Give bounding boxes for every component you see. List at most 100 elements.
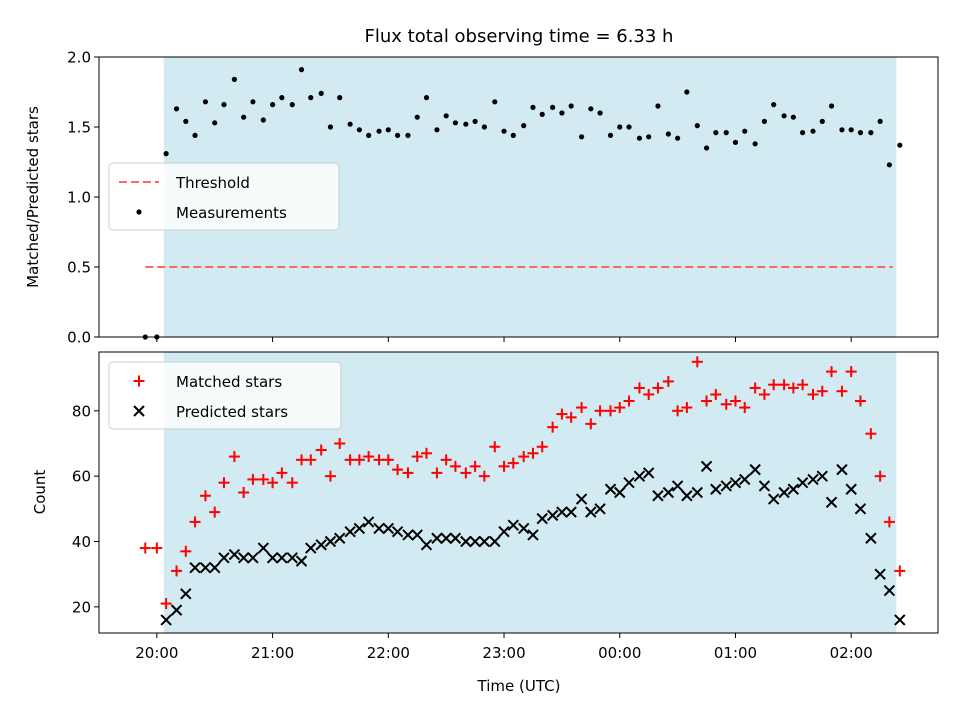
measurement-point bbox=[394, 132, 401, 138]
matched-star-point bbox=[238, 487, 250, 498]
matched-star-point bbox=[139, 542, 151, 554]
predicted-star-point bbox=[518, 522, 530, 535]
predicted-star-point bbox=[431, 532, 443, 544]
predicted-star-point bbox=[305, 542, 317, 554]
matched-star-point bbox=[440, 454, 452, 466]
matched-star-point bbox=[845, 366, 857, 378]
matched-star-point bbox=[536, 441, 548, 453]
matched-star-point bbox=[449, 460, 461, 472]
measurement-point bbox=[655, 103, 661, 109]
y-tick-label: 1.0 bbox=[67, 189, 91, 207]
predicted-star-point bbox=[874, 568, 886, 580]
predicted-star-point bbox=[604, 483, 617, 495]
measurement-point bbox=[510, 132, 516, 138]
measurement-point bbox=[868, 130, 874, 136]
predicted-star-point bbox=[333, 532, 346, 544]
measurement-point bbox=[790, 114, 796, 120]
measurement-point bbox=[405, 132, 411, 138]
measurement-point bbox=[472, 118, 478, 124]
matched-star-point bbox=[826, 366, 838, 378]
measurement-point bbox=[366, 132, 372, 138]
matched-star-point bbox=[344, 454, 356, 466]
x-tick-label: 22:00 bbox=[367, 644, 410, 662]
predicted-star-point bbox=[662, 486, 675, 499]
matched-star-point bbox=[807, 388, 819, 400]
measurement-point bbox=[356, 127, 362, 133]
y-tick-label: 2.0 bbox=[67, 49, 91, 67]
predicted-star-point bbox=[237, 552, 250, 564]
predicted-star-point bbox=[546, 509, 559, 522]
measurement-point bbox=[646, 134, 652, 140]
legend: Matched stars Predicted stars bbox=[108, 361, 342, 430]
matched-star-point bbox=[797, 379, 809, 391]
measurement-point bbox=[848, 127, 854, 133]
matched-star-point bbox=[353, 454, 365, 466]
matched-star-point bbox=[556, 408, 568, 420]
matched-star-point bbox=[816, 385, 828, 397]
predicted-star-point bbox=[739, 473, 751, 486]
matched-star-point bbox=[710, 388, 722, 400]
matched-star-point bbox=[498, 460, 510, 472]
measurement-point bbox=[550, 104, 556, 110]
x-tick-label: 01:00 bbox=[714, 644, 757, 662]
measurement-point bbox=[308, 95, 314, 101]
y-axis-label-ratio: Matched/Predicted stars bbox=[24, 106, 42, 288]
predicted-star-point bbox=[700, 460, 713, 473]
measurement-point bbox=[742, 128, 748, 134]
y-axis-label-count: Count bbox=[31, 470, 49, 515]
measurement-point bbox=[163, 151, 169, 157]
measurement-point bbox=[183, 118, 189, 124]
ratio-panel: 0.0 0.5 1.0 1.5 2.0 Threshold Measurements bbox=[67, 49, 939, 347]
legend-entry: Matched stars bbox=[176, 373, 282, 391]
predicted-star-point bbox=[671, 480, 684, 492]
measurement-point bbox=[492, 99, 498, 105]
measurement-point bbox=[597, 110, 603, 116]
predicted-star-point bbox=[691, 486, 704, 499]
measurement-point bbox=[530, 104, 536, 110]
matched-star-point bbox=[865, 428, 877, 440]
predicted-star-point bbox=[816, 470, 828, 482]
measurement-point bbox=[463, 121, 469, 127]
predicted-star-point bbox=[209, 561, 221, 574]
matched-star-point bbox=[247, 473, 259, 485]
measurement-point bbox=[289, 102, 295, 108]
predicted-star-point bbox=[836, 463, 848, 476]
measurement-point bbox=[452, 120, 459, 126]
predicted-star-point bbox=[449, 532, 462, 544]
measurement-point bbox=[434, 127, 440, 133]
matched-star-point bbox=[652, 382, 664, 394]
measurement-point bbox=[810, 128, 816, 134]
predicted-star-point bbox=[575, 493, 588, 505]
predicted-star-point bbox=[787, 483, 800, 495]
predicted-star-point bbox=[382, 522, 395, 535]
measurement-point bbox=[886, 162, 892, 168]
matched-star-point bbox=[228, 451, 240, 463]
matched-star-point bbox=[199, 490, 211, 502]
predicted-star-point bbox=[411, 529, 423, 541]
matched-star-point bbox=[633, 382, 645, 394]
predicted-star-point bbox=[199, 561, 212, 574]
matched-star-point bbox=[758, 388, 770, 400]
matched-star-point bbox=[189, 516, 201, 528]
predicted-star-point bbox=[652, 490, 664, 502]
measurement-point bbox=[839, 127, 845, 133]
measurement-point bbox=[414, 114, 420, 120]
measurement-point bbox=[752, 141, 758, 147]
matched-star-point bbox=[681, 402, 693, 414]
measurement-point bbox=[298, 67, 305, 73]
x-tick-label: 21:00 bbox=[251, 644, 294, 662]
matched-star-point bbox=[565, 411, 577, 423]
x-axis-label: Time (UTC) bbox=[477, 677, 561, 695]
predicted-star-point bbox=[710, 483, 722, 495]
predicted-star-point bbox=[353, 522, 366, 535]
matched-star-point bbox=[691, 356, 703, 368]
matched-star-point bbox=[507, 457, 519, 469]
matched-star-point bbox=[614, 402, 626, 414]
predicted-star-point bbox=[585, 506, 597, 518]
matched-star-point bbox=[594, 405, 606, 417]
measurement-point bbox=[250, 99, 256, 105]
measurement-point bbox=[269, 102, 276, 108]
matched-star-point bbox=[701, 395, 713, 407]
predicted-star-point bbox=[362, 516, 375, 528]
